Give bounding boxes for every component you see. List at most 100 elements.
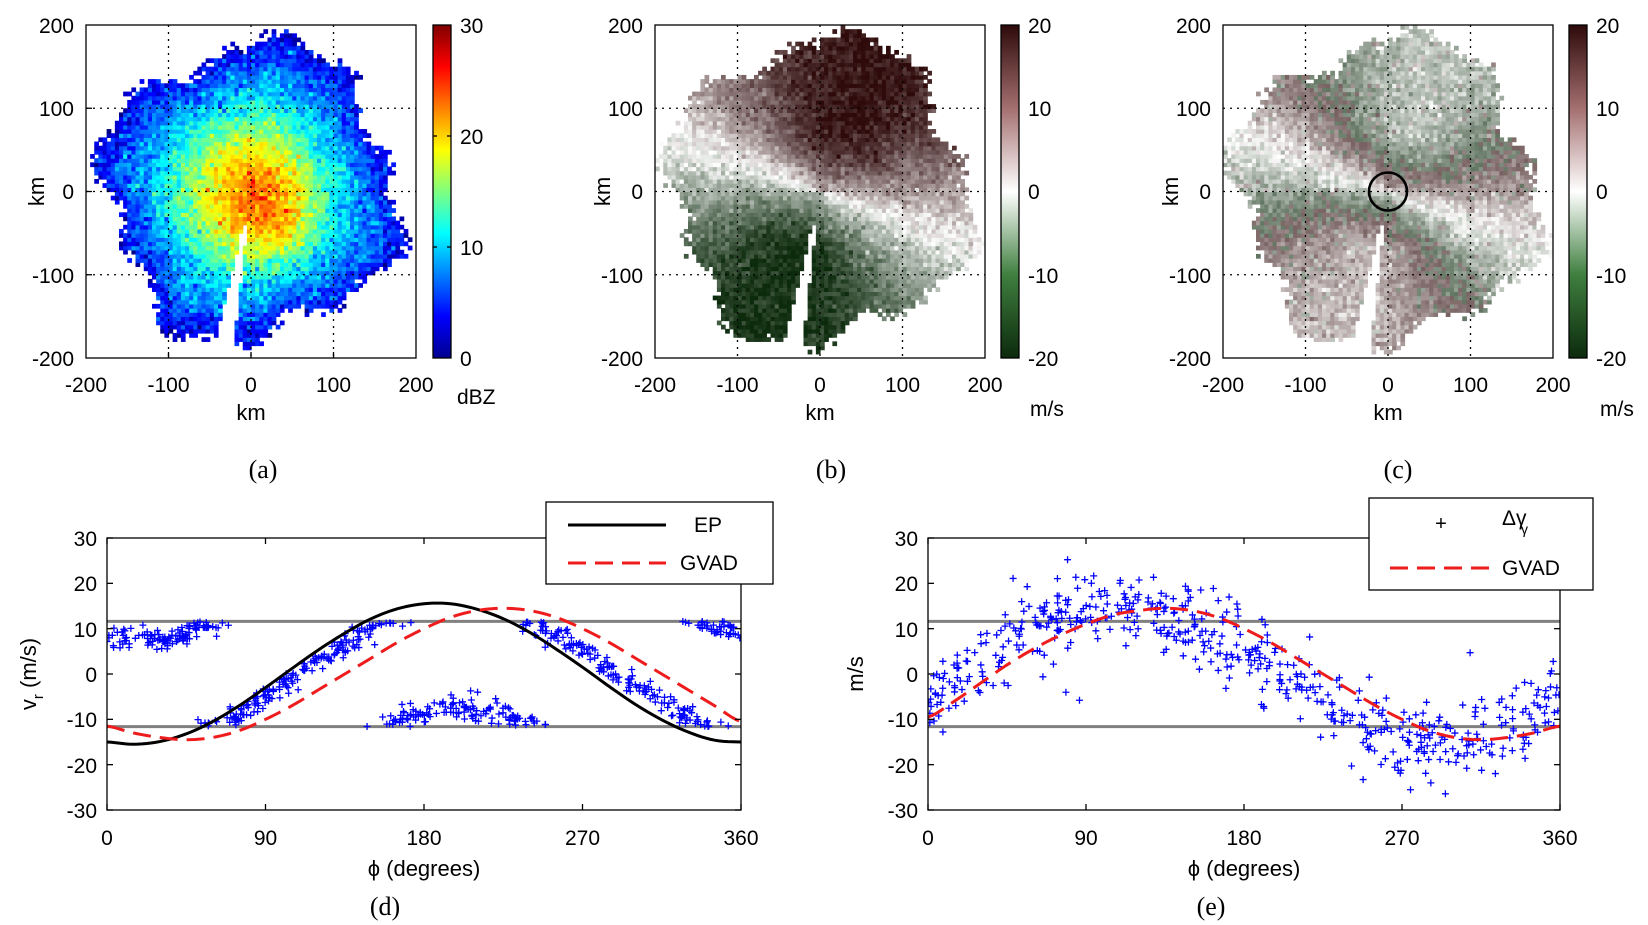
field-cell [345, 228, 351, 234]
field-cell [230, 99, 236, 105]
field-cell [102, 166, 108, 172]
field-cell [226, 174, 231, 180]
field-cell [94, 166, 99, 172]
field-cell [762, 287, 767, 292]
field-cell [341, 187, 347, 193]
field-cell [721, 245, 726, 251]
field-cell [729, 241, 734, 247]
field-cell [251, 212, 256, 218]
field-cell [238, 158, 244, 163]
field-cell [762, 133, 767, 138]
field-cell [246, 245, 252, 251]
field-cell [147, 145, 153, 151]
field-cell [271, 224, 277, 230]
field-cell [296, 87, 302, 93]
field-cell [659, 141, 664, 147]
field-cell [712, 99, 718, 105]
field-cell [296, 187, 302, 193]
field-cell [700, 145, 706, 151]
field-cell [139, 137, 145, 143]
field-cell [304, 112, 310, 118]
field-cell [758, 320, 763, 326]
field-cell [234, 116, 240, 122]
field-cell [716, 249, 722, 255]
field-cell [366, 237, 372, 243]
field-cell [358, 158, 363, 163]
field-cell [246, 120, 252, 126]
field-cell [147, 179, 153, 184]
field-cell [358, 108, 363, 114]
field-cell [292, 187, 297, 193]
field-cell [754, 79, 759, 84]
field-cell [267, 212, 273, 218]
field-cell [325, 191, 330, 197]
field-cell [209, 170, 215, 176]
field-cell [741, 83, 747, 89]
field-cell [341, 162, 347, 168]
field-cell [721, 166, 726, 172]
field-cell [387, 237, 392, 243]
field-cell [671, 137, 677, 143]
field-cell [152, 199, 157, 205]
field-cell [230, 158, 236, 163]
field-cell [110, 154, 116, 159]
field-cell [255, 270, 260, 276]
field-cell [263, 320, 269, 326]
field-cell [201, 258, 207, 263]
field-cell [119, 112, 124, 118]
field-cell [704, 170, 710, 176]
field-cell [271, 287, 277, 292]
field-cell [721, 274, 726, 280]
field-cell [317, 104, 322, 109]
field-cell [275, 216, 281, 222]
field-cell [152, 137, 157, 143]
field-cell [168, 158, 174, 163]
field-cell [180, 278, 186, 284]
field-cell [160, 141, 165, 147]
field-cell [358, 141, 363, 147]
field-cell [271, 203, 277, 209]
field-cell [193, 145, 198, 151]
field-cell [226, 54, 231, 59]
field-cell [737, 303, 743, 309]
field-cell [152, 170, 157, 176]
field-cell [185, 274, 190, 280]
field-cell [712, 179, 718, 184]
field-cell [279, 79, 285, 84]
field-cell [749, 328, 755, 334]
field-cell [758, 133, 763, 138]
field-cell [152, 212, 157, 218]
field-cell [300, 58, 306, 64]
field-cell [733, 266, 739, 272]
field-cell [213, 241, 219, 247]
field-cell [300, 208, 306, 213]
field-cell [333, 283, 339, 288]
field-cell [197, 295, 203, 301]
field-cell [300, 99, 306, 105]
field-cell [193, 191, 198, 197]
field-cell [374, 183, 380, 188]
field-cell [716, 216, 722, 222]
field-cell [345, 270, 351, 276]
field-cell [321, 91, 326, 97]
field-cell [754, 116, 759, 122]
field-cell [143, 87, 149, 93]
field-cell [156, 241, 161, 247]
field-cell [152, 237, 157, 243]
field-cell [292, 228, 297, 234]
field-cell [263, 129, 269, 134]
field-cell [143, 179, 149, 184]
field-cell [378, 245, 384, 251]
field-cell [663, 145, 668, 151]
field-cell [329, 116, 335, 122]
field-cell [712, 104, 718, 109]
field-cell [222, 174, 227, 180]
field-cell [708, 145, 714, 151]
field-cell [172, 124, 178, 130]
field-cell [193, 83, 198, 89]
field-cell [279, 58, 285, 64]
field-cell [284, 91, 289, 97]
field-cell [762, 83, 767, 89]
field-cell [176, 287, 182, 292]
field-cell [729, 87, 734, 93]
